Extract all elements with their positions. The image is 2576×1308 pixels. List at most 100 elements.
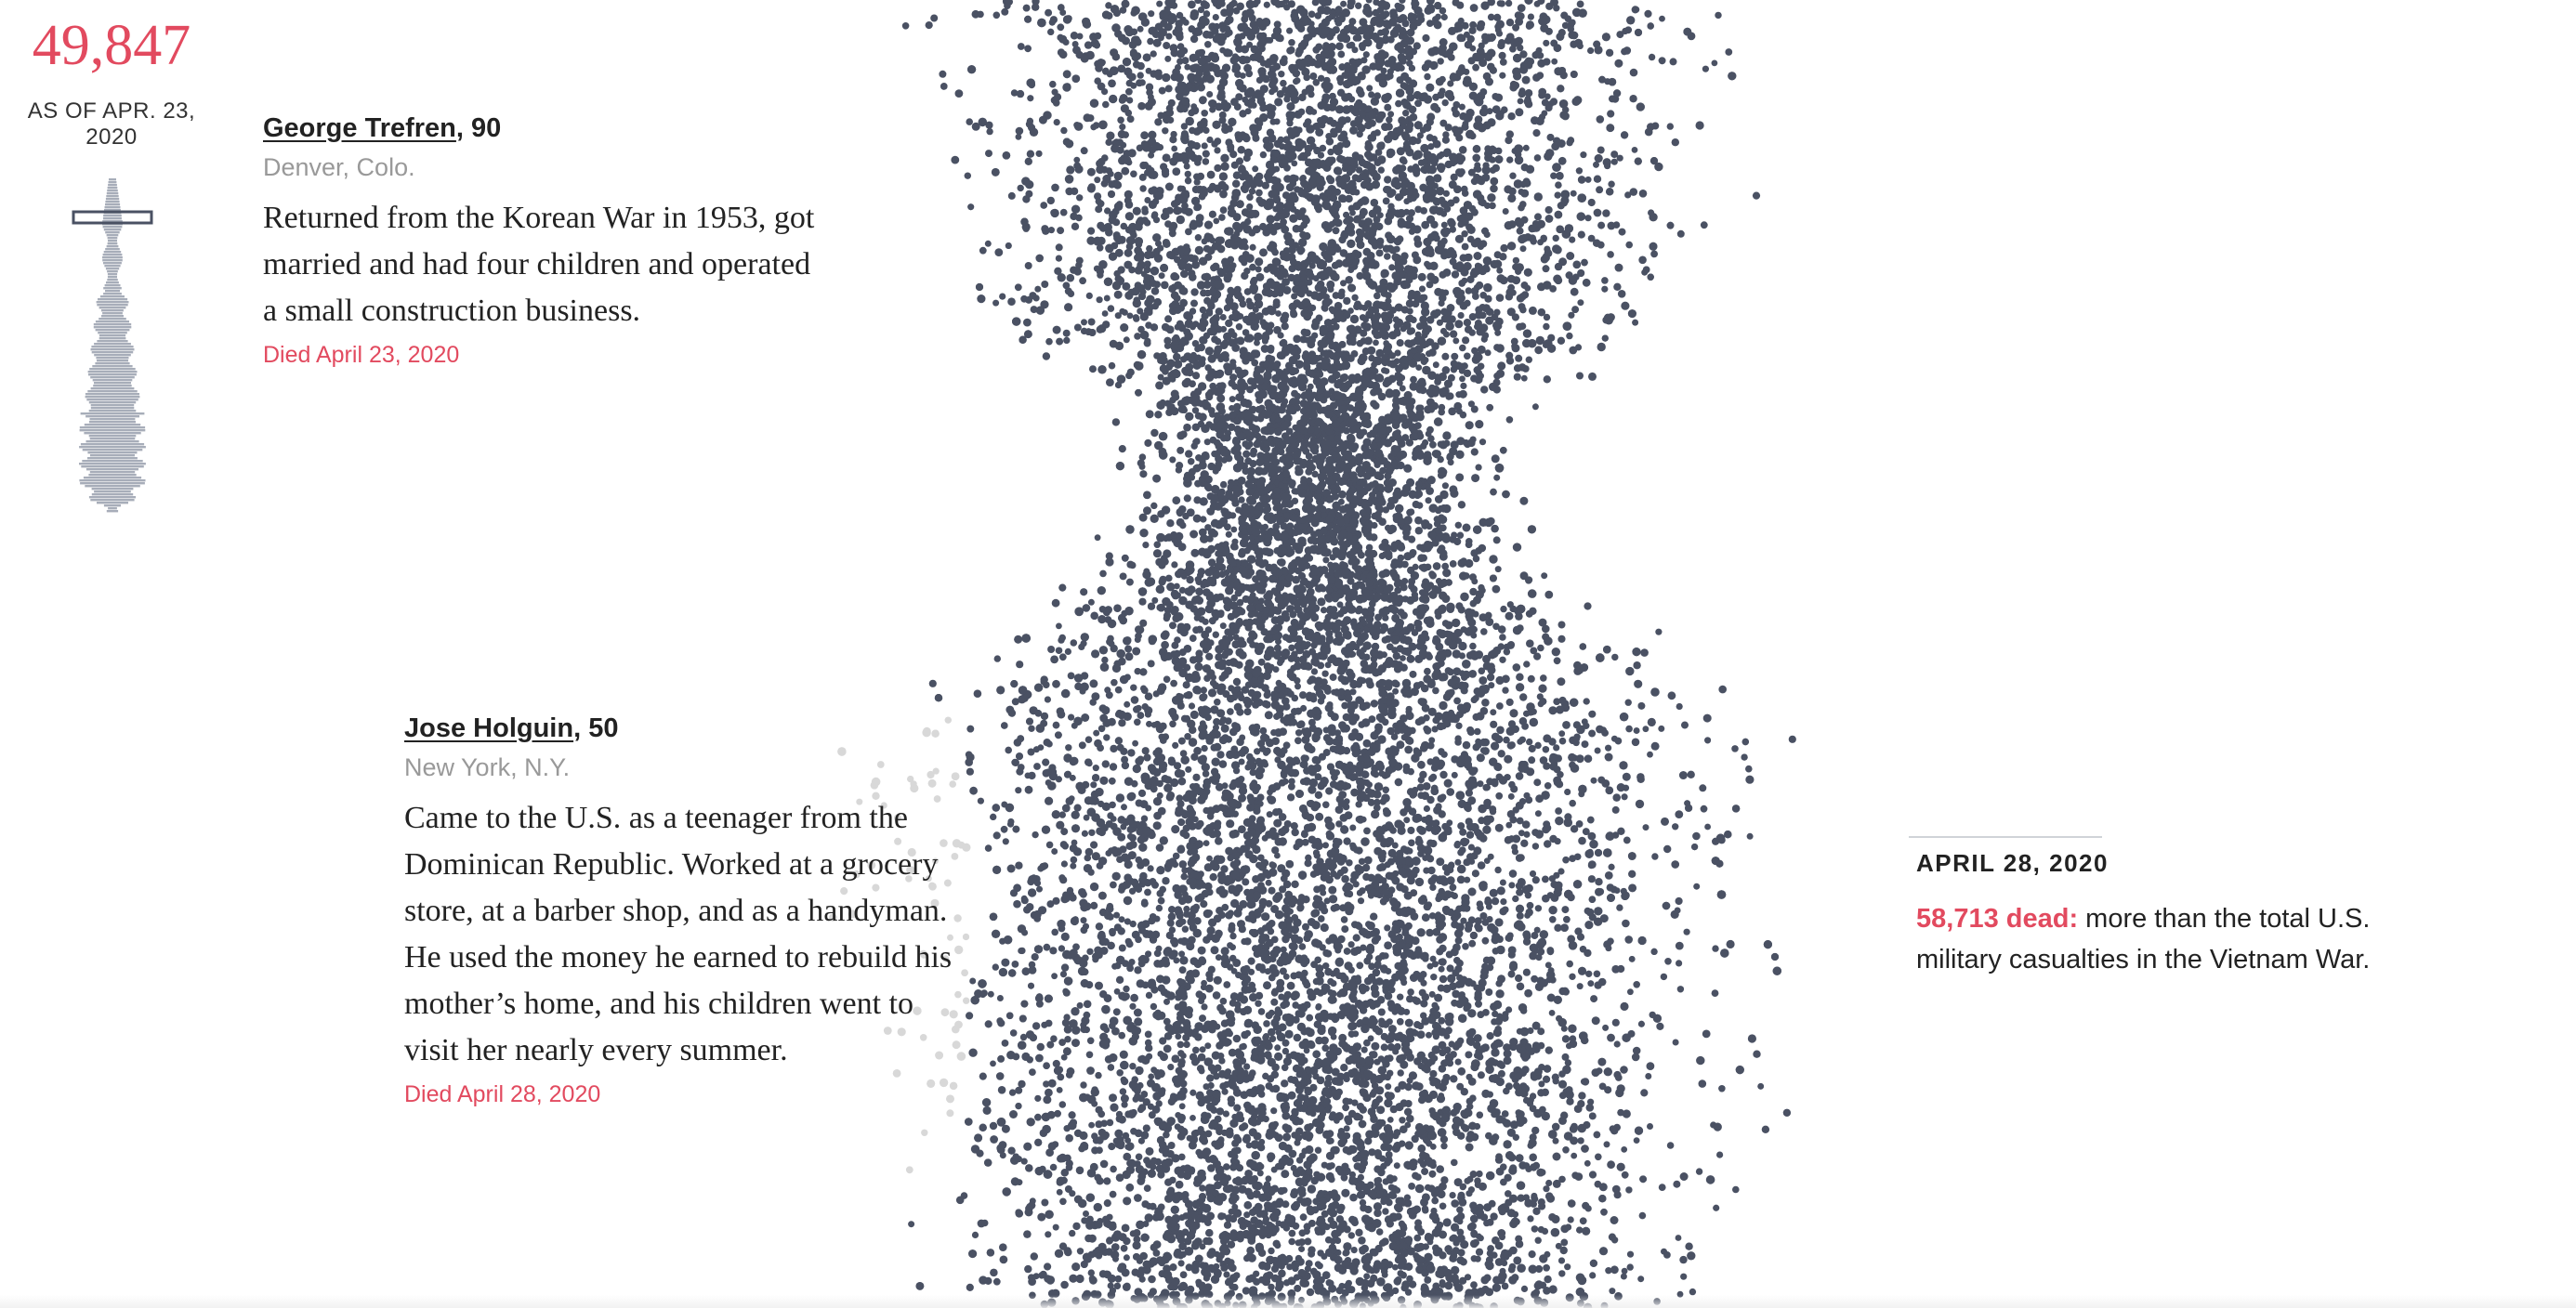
victim-dot [1087,318,1096,326]
victim-dot [1566,252,1575,260]
victim-dot [1186,941,1195,951]
victim-dot [1489,555,1498,564]
victim-dot [1155,1100,1163,1107]
victim-dot [1361,65,1371,74]
victim-dot [1576,372,1584,380]
victim-dot [1563,818,1573,828]
victim-dot [1116,648,1125,659]
victim-dot [1564,1059,1572,1066]
victim-dot [1264,711,1273,720]
victim-dot [1491,454,1500,464]
victim-dot [1620,1066,1628,1074]
victim-dot [1340,1064,1348,1072]
victim-dot [1371,809,1380,819]
victim-dot [1251,1150,1260,1160]
victim-dot [1590,777,1597,784]
victim-dot [1216,751,1225,759]
victim-dot [1557,634,1566,643]
victim-dot [1584,602,1592,610]
victim-dot [1270,1107,1278,1115]
victim-dot [1496,886,1505,896]
victim-dot [1505,821,1513,829]
victim-dot [1473,846,1482,856]
victim-dot [1616,783,1625,792]
victim-dot [1370,912,1378,921]
victim-dot [1417,1144,1426,1153]
victim-dot [969,977,977,985]
victim-dot [1033,683,1044,692]
victim-dot [1152,821,1162,831]
victim-dot [1192,773,1201,781]
victim-dot [1268,1283,1275,1291]
victim-dot [1210,705,1219,714]
victim-dot [1183,423,1191,432]
victim-dot [1116,1069,1124,1077]
victim-dot [1036,1042,1045,1052]
victim-dot [1570,287,1579,296]
victim-dot [1259,319,1267,326]
victim-dot [1539,930,1549,939]
victim-dot [1121,166,1130,176]
victim-dot [1454,858,1462,866]
victim-dot [1194,245,1204,255]
victim-dot [1499,59,1507,66]
victim-dot [1387,1117,1394,1123]
victim-dot [1526,738,1533,746]
victim-dot [1644,127,1653,137]
victim-dot [1718,685,1727,694]
victim-dot [1162,127,1169,135]
victim-dot [1461,21,1469,30]
victim-dot [1212,569,1221,580]
victim-dot [1622,919,1630,928]
victim-dot [1170,679,1177,687]
victim-dot [954,945,964,955]
victim-dot [1084,1234,1093,1243]
victim-dot [1163,1017,1171,1026]
victim-dot [1551,1122,1560,1131]
victim-dot [893,814,901,822]
victim-dot [1704,823,1711,831]
victim-dot [1119,1050,1128,1059]
victim-dot [1461,242,1469,251]
victim-dot [1083,1210,1089,1217]
victim-dot [1097,725,1106,733]
victim-dot [1096,296,1103,304]
victim-dot [1164,315,1173,323]
victim-dot [1436,187,1445,196]
victim-dot [1408,136,1418,146]
victim-dot [1202,770,1210,778]
victim-dot [1548,1285,1557,1294]
victim-dot [1198,997,1205,1004]
victim-dot [1268,1247,1275,1255]
victim-dot [1648,53,1656,61]
victim-dot [1141,747,1150,755]
victim-dot [1591,1016,1600,1026]
victim-dot [1342,1104,1349,1112]
victim-dot [1427,707,1437,716]
victim-dot [1638,255,1647,265]
victim-dot [1221,1088,1229,1095]
victim-dot [1118,944,1126,952]
victim-dot [1350,1247,1358,1254]
victim-dot [1508,882,1516,889]
victim-dot [1434,1,1442,10]
victim-dot [1499,656,1506,663]
victim-dot [1473,252,1482,260]
victim-dot [1610,1265,1619,1275]
victim-dot [1422,782,1431,791]
victim-dot [1436,1165,1444,1173]
victim-dot [1099,1159,1109,1169]
victim-dot [1414,877,1425,887]
victim-dot [1015,126,1024,136]
victim-dot [977,797,984,804]
victim-dot [1308,785,1317,794]
victim-dot [1555,181,1562,189]
victim-dot [1397,1270,1404,1277]
victim-dot [999,1243,1007,1251]
victim-dot [1078,888,1086,896]
victim-dot [1658,725,1665,732]
victim-dot [1472,153,1480,163]
victim-dot [1199,1243,1206,1250]
victim-dot [1115,793,1125,803]
victim-dot [1475,1248,1484,1256]
